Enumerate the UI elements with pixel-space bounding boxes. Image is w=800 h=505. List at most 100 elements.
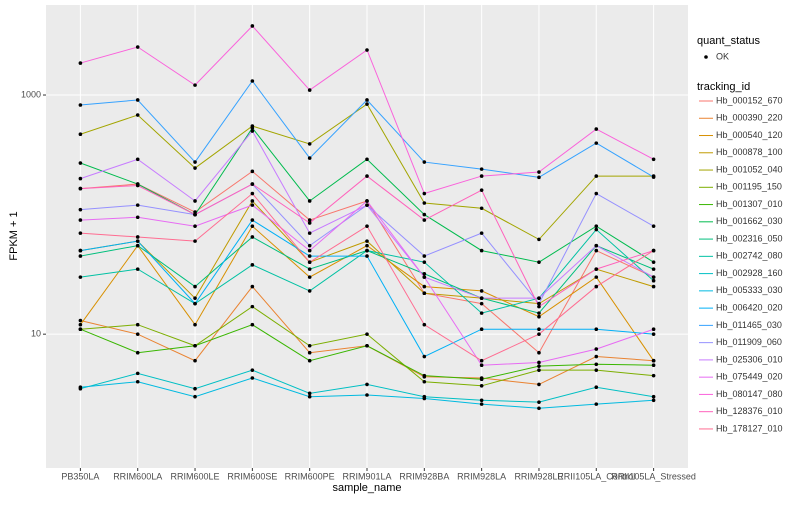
point xyxy=(594,224,599,228)
point xyxy=(594,275,599,279)
point xyxy=(537,296,541,300)
point xyxy=(250,126,255,130)
point xyxy=(78,103,83,107)
point xyxy=(422,212,427,217)
point xyxy=(307,221,312,225)
legend-label: Hb_001662_030 xyxy=(716,216,783,226)
point xyxy=(78,275,83,279)
point xyxy=(422,271,427,276)
point xyxy=(78,385,83,390)
point xyxy=(537,360,541,365)
point xyxy=(594,354,599,359)
point xyxy=(537,301,541,306)
x-tick-label: RRIM600SE xyxy=(227,471,277,481)
point xyxy=(307,275,312,279)
point xyxy=(479,248,484,253)
point xyxy=(135,322,140,327)
point xyxy=(537,260,541,264)
point xyxy=(78,207,83,212)
point xyxy=(250,368,255,372)
point xyxy=(537,350,541,355)
point xyxy=(479,296,484,300)
legend-label: Hb_001052_040 xyxy=(716,164,783,174)
point xyxy=(78,322,83,327)
point xyxy=(135,239,140,243)
legend-label: Hb_000878_100 xyxy=(716,147,783,157)
point xyxy=(307,343,312,348)
point xyxy=(422,201,427,205)
point xyxy=(250,263,255,267)
point xyxy=(193,394,197,399)
point xyxy=(479,327,484,332)
point xyxy=(479,188,484,192)
point xyxy=(193,343,197,348)
point xyxy=(193,301,197,306)
point xyxy=(135,203,140,207)
point xyxy=(365,243,369,248)
point xyxy=(307,88,312,92)
point xyxy=(651,275,656,279)
legend-label: Hb_005333_030 xyxy=(716,285,783,295)
point xyxy=(193,322,197,327)
point xyxy=(651,175,656,179)
legend-label: Hb_000540_120 xyxy=(716,130,783,140)
point xyxy=(651,394,656,399)
point xyxy=(193,210,197,214)
legend-label: Hb_000152_670 xyxy=(716,95,783,105)
point xyxy=(307,243,312,248)
x-axis-title: sample_name xyxy=(332,482,401,494)
point xyxy=(307,142,312,146)
status-legend-label: OK xyxy=(716,51,729,61)
point xyxy=(594,368,599,372)
legend-label: Hb_002316_050 xyxy=(716,233,783,243)
point xyxy=(78,161,83,165)
legend-label: Hb_000390_220 xyxy=(716,113,783,123)
point xyxy=(307,156,312,160)
point xyxy=(193,358,197,363)
point xyxy=(479,167,484,171)
point xyxy=(365,98,369,102)
point xyxy=(365,199,369,203)
point xyxy=(479,384,484,388)
point xyxy=(307,260,312,264)
point xyxy=(594,127,599,131)
point xyxy=(651,278,656,283)
legend-label: Hb_011909_060 xyxy=(716,337,782,347)
point xyxy=(135,157,140,162)
point xyxy=(651,267,656,271)
point xyxy=(479,402,484,406)
x-tick-label: RRIM600LE xyxy=(171,471,220,481)
point xyxy=(250,79,255,83)
point xyxy=(651,358,656,363)
point xyxy=(250,224,255,228)
legend-title: tracking_id xyxy=(697,81,750,93)
point xyxy=(307,231,312,235)
point xyxy=(250,218,255,222)
point xyxy=(135,379,140,384)
x-tick-label: RRIM928BA xyxy=(399,471,449,481)
point xyxy=(135,350,140,355)
point xyxy=(193,160,197,164)
point xyxy=(537,368,541,372)
point xyxy=(250,199,255,203)
point xyxy=(594,227,599,232)
point xyxy=(78,61,83,65)
point xyxy=(250,24,255,28)
point xyxy=(365,254,369,258)
point xyxy=(651,157,656,162)
point xyxy=(537,400,541,404)
point xyxy=(135,332,140,336)
point xyxy=(422,396,427,401)
point xyxy=(479,174,484,178)
point xyxy=(135,183,140,188)
x-tick-label: RRII105LA_Stressed xyxy=(611,471,696,481)
point xyxy=(365,203,369,207)
legend-label: Hb_001307_010 xyxy=(716,199,783,209)
point xyxy=(651,284,656,289)
point xyxy=(307,199,312,203)
point xyxy=(537,304,541,309)
legend-label: Hb_006420_020 xyxy=(716,302,783,312)
point xyxy=(479,311,484,315)
point xyxy=(250,235,255,239)
legend-label: Hb_025306_010 xyxy=(716,354,783,364)
